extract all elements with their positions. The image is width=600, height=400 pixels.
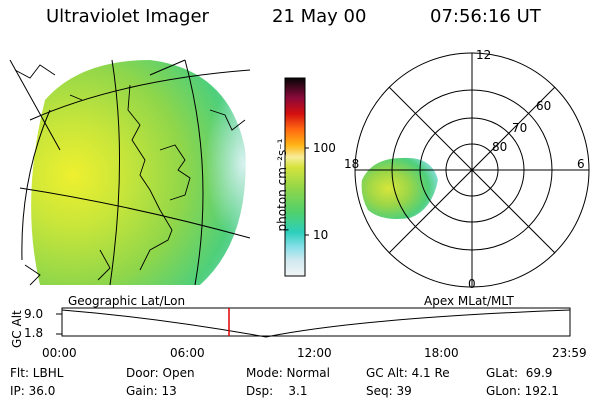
altitude-xtick: 23:59	[552, 346, 587, 360]
altitude-plot-frame	[61, 307, 571, 337]
polar-aurora	[361, 157, 438, 219]
coastline	[209, 109, 246, 131]
altitude-xtick: 06:00	[170, 346, 205, 360]
info-flt: Flt: LBHL	[10, 366, 64, 380]
coastline	[159, 144, 191, 201]
polar-plot	[354, 52, 590, 288]
altitude-ytick-top: 9.0	[24, 307, 44, 321]
altitude-ytick-bottom: 1.8	[24, 326, 44, 340]
colorbar	[284, 77, 309, 277]
geo-grid-line	[9, 59, 61, 151]
mlt-6-label: 6	[577, 157, 585, 171]
info-glon: GLon: 192.1	[486, 384, 559, 398]
geographic-image	[9, 59, 251, 286]
altitude-ylabel: GC Alt	[10, 310, 24, 348]
coastline	[127, 84, 173, 271]
instrument-title: Ultraviolet Imager	[46, 6, 209, 27]
altitude-xtick: 00:00	[42, 346, 77, 360]
info-glat: GLat: 69.9	[486, 366, 553, 380]
geo-grid-line	[19, 187, 251, 239]
geographic-label: Geographic Lat/Lon	[68, 294, 186, 308]
info-mode: Mode: Normal	[246, 366, 330, 380]
altitude-xtick: 12:00	[297, 346, 332, 360]
mlt-0-label: 0	[468, 277, 476, 291]
time-label: 07:56:16 UT	[430, 6, 541, 27]
geo-grid-line	[184, 59, 204, 286]
info-door: Door: Open	[126, 366, 195, 380]
mlt-18-label: 18	[344, 157, 360, 171]
coastline	[69, 94, 83, 101]
colorbar-tick-100: 100	[313, 141, 336, 155]
polar-spoke	[388, 86, 556, 254]
altitude-plot	[56, 307, 571, 338]
info-gc-alt: GC Alt: 4.1 Re	[366, 366, 450, 380]
lat-70-label: 70	[512, 121, 528, 135]
info-gain: Gain: 13	[126, 384, 177, 398]
coastline	[14, 64, 56, 79]
geo-grid-line	[21, 109, 51, 261]
altitude-xtick: 18:00	[424, 346, 459, 360]
date-label: 21 May 00	[272, 6, 367, 27]
colorbar-tick-10: 10	[313, 228, 329, 242]
coastline	[24, 264, 41, 286]
mlt-12-label: 12	[476, 48, 492, 62]
info-dsp: Dsp: 3.1	[246, 384, 308, 398]
geo-grid-line	[109, 59, 120, 286]
info-ip: IP: 36.0	[10, 384, 56, 398]
lat-80-label: 80	[492, 140, 508, 154]
lat-60-label: 60	[536, 99, 552, 113]
info-seq: Seq: 39	[366, 384, 412, 398]
apex-label: Apex MLat/MLT	[424, 294, 514, 308]
coastline	[97, 249, 111, 281]
altitude-curve	[61, 309, 571, 338]
geo-grid-line	[149, 59, 186, 76]
